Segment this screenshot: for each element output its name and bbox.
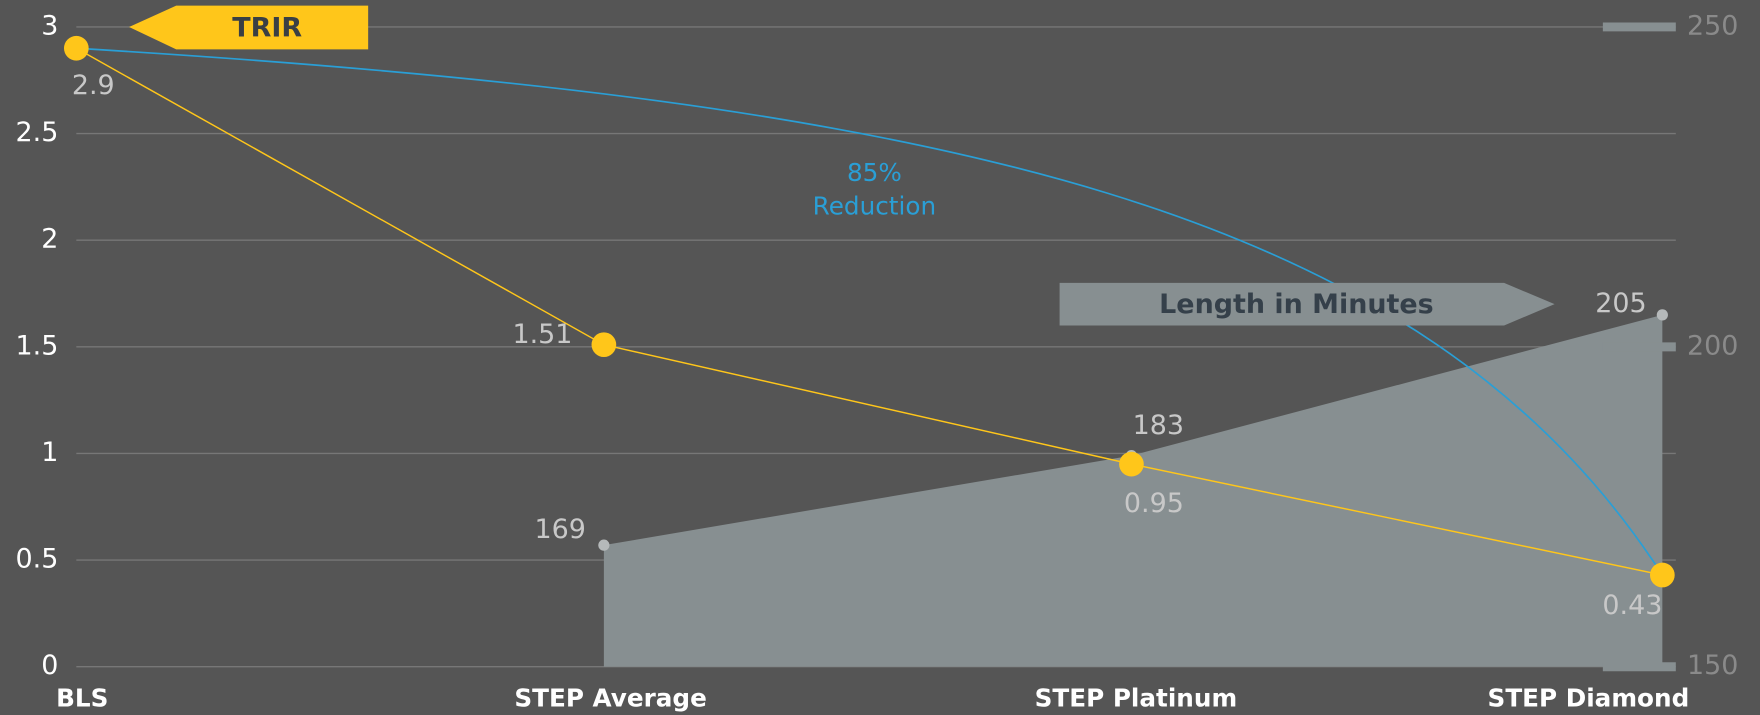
- legend-label: TRIR: [232, 13, 302, 44]
- area-value-label: 183: [1133, 410, 1184, 441]
- x-tick-label: BLS: [56, 683, 108, 712]
- y2-tick-label: 200: [1687, 330, 1738, 361]
- line-value-label: 0.95: [1124, 488, 1184, 519]
- y-tick-label: 2: [41, 224, 58, 255]
- line-dot: [1650, 562, 1675, 588]
- area-dot: [598, 539, 610, 551]
- line-dot: [591, 332, 617, 358]
- legend-box: [129, 5, 369, 50]
- area-value-label: 205: [1595, 288, 1646, 319]
- line-dot: [63, 35, 89, 61]
- legend-box: [1059, 282, 1555, 326]
- y-tick-label: 2.5: [16, 117, 59, 148]
- x-tick-label: STEP Diamond: [1488, 683, 1690, 712]
- legend-label: Length in Minutes: [1159, 289, 1434, 320]
- y-tick-label: 1: [41, 437, 58, 468]
- y2-tick-label: 250: [1687, 10, 1738, 41]
- y-tick-label: 3: [41, 10, 58, 41]
- area: [603, 314, 1663, 667]
- line: [75, 47, 1663, 576]
- annotation: 85%: [847, 158, 902, 187]
- line-value-label: 1.51: [512, 319, 572, 350]
- y-tick-label: 1.5: [16, 330, 59, 361]
- y-tick-label: 0.5: [16, 544, 59, 575]
- y2-tick-label: 150: [1687, 650, 1738, 681]
- trend-curve: [76, 47, 1664, 576]
- area-value-label: 169: [535, 514, 586, 545]
- area-dot: [1656, 309, 1668, 321]
- x-tick-label: STEP Platinum: [1035, 683, 1238, 712]
- annotation: Reduction: [813, 192, 936, 221]
- line-dot: [1119, 451, 1144, 477]
- line-value-label: 2.9: [72, 70, 115, 101]
- y-tick-label: 0: [41, 650, 58, 681]
- x-tick-label: STEP Average: [514, 683, 707, 712]
- line-value-label: 0.43: [1602, 590, 1662, 621]
